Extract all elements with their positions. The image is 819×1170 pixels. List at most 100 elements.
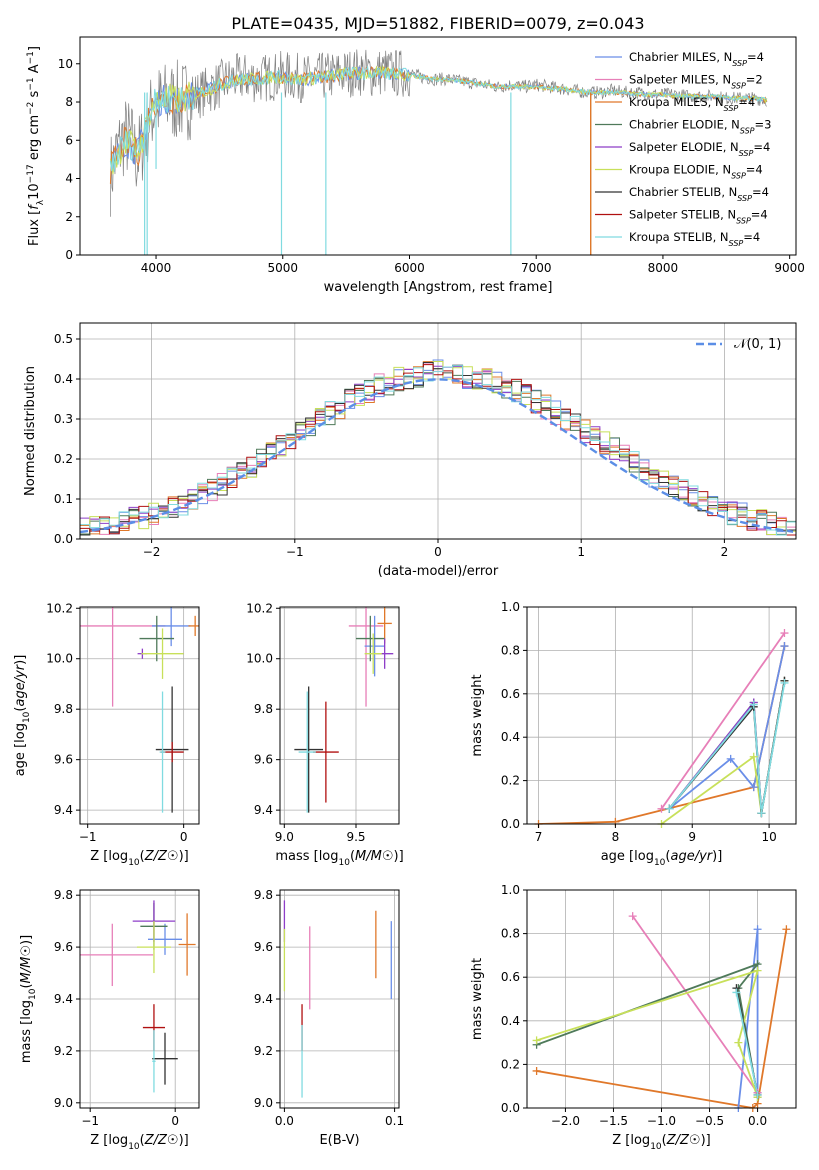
x-tick-label: −2.0: [551, 1114, 580, 1128]
y-tick-label: 9.2: [54, 1044, 73, 1058]
panel-age_vs_mass: 9.0 9.5 9.4 9.6 9.8 10.0 10.2 mass [log10(M/M☉)…: [246, 601, 403, 868]
y-tick-label: 9.8: [254, 888, 273, 902]
legend-entry: Chabrier STELIB, NSSP=4: [629, 185, 769, 203]
x-axis-label: Z [log10(Z/Z☉)]: [90, 1133, 188, 1152]
weight-line: [660, 632, 786, 810]
weight-marker: [749, 700, 758, 709]
weight-marker: [726, 754, 735, 763]
y-tick-label: 9.0: [54, 1096, 73, 1110]
y-tick-label: 4: [65, 172, 73, 186]
x-axis-label: Z [log10(Z/Z☉)]: [90, 849, 188, 868]
y-tick-label: 0.0: [501, 817, 520, 831]
y-tick-label: 0.5: [54, 332, 73, 346]
y-tick-label: 0.6: [501, 970, 520, 984]
plot-area: [80, 607, 199, 813]
legend-entry: Salpeter MILES, NSSP=2: [629, 73, 763, 91]
histogram-line: [80, 364, 796, 536]
y-tick-label: 1.0: [501, 883, 520, 897]
legend-entry: Chabrier MILES, NSSP=4: [629, 50, 764, 68]
y-tick-label: 0.4: [501, 730, 520, 744]
panel-mass_vs_Z: −1 0 9.0 9.2 9.4 9.6 9.8 Z [log10(Z/Z☉)] mass [l…: [19, 888, 200, 1152]
y-tick-label: 9.4: [254, 992, 273, 1006]
y-tick-label: 10.2: [46, 601, 73, 615]
weight-line: [735, 992, 759, 1096]
y-tick-label: 9.2: [254, 1044, 273, 1058]
panel-weight_vs_age: 7 8 9 10 0.0 0.2 0.4 0.6 0.8 1.0 age [log10(age/yr…: [470, 600, 797, 868]
histogram-line: [80, 359, 796, 536]
axes-frame: [79, 606, 200, 825]
x-tick-label: −2: [143, 545, 161, 559]
y-tick-label: 10: [58, 57, 73, 71]
weight-marker: [665, 804, 674, 813]
x-tick-label: 4000: [141, 261, 172, 275]
y-tick-label: 0.8: [501, 927, 520, 941]
y-tick-label: 6: [65, 133, 73, 147]
plot-area: [536, 915, 788, 1108]
normal-curve: [80, 378, 794, 534]
plot-area: [109, 49, 768, 255]
y-tick-label: 0.4: [501, 1014, 520, 1028]
x-tick-label: 2: [721, 545, 729, 559]
weight-marker: [734, 1038, 743, 1047]
y-tick-label: 10.0: [46, 652, 73, 666]
weight-marker: [780, 629, 789, 638]
x-tick-label: 8000: [648, 261, 679, 275]
x-tick-label: 8: [612, 830, 620, 844]
y-tick-label: 0.6: [501, 687, 520, 701]
y-tick-label: 9.8: [254, 702, 273, 716]
y-axis-label: mass weight: [470, 674, 485, 756]
x-tick-label: 7: [535, 830, 543, 844]
model-spectrum-line: [109, 65, 767, 172]
weight-marker: [732, 988, 741, 997]
x-tick-label: 10: [761, 830, 776, 844]
y-tick-label: 0.8: [501, 643, 520, 657]
panel-mass_vs_EBV: 0.0 0.1 9.0 9.2 9.4 9.6 9.8 E(B-V): [254, 888, 404, 1148]
y-tick-label: 9.4: [54, 992, 73, 1006]
x-axis-label: E(B-V): [319, 1133, 359, 1148]
plot-area: [283, 900, 392, 1098]
y-tick-label: 0: [65, 248, 73, 262]
axes-frame: [526, 606, 797, 825]
x-axis-label: age [log10(age/yr)]: [601, 849, 723, 868]
weight-marker: [749, 783, 758, 792]
y-tick-label: 0.1: [54, 492, 73, 506]
y-tick-label: 0.3: [54, 412, 73, 426]
weight-marker: [753, 925, 762, 934]
y-axis-label: Normed distribution: [23, 366, 38, 496]
y-tick-label: 9.8: [54, 888, 73, 902]
y-tick-label: 0.0: [54, 532, 73, 546]
plot-area: [80, 900, 196, 1093]
axes-frame: [279, 606, 400, 825]
y-tick-label: 9.4: [254, 803, 273, 817]
y-tick-label: 0.2: [54, 452, 73, 466]
x-tick-label: 9.0: [275, 830, 294, 844]
legend-entry: Salpeter ELODIE, NSSP=4: [629, 140, 770, 158]
y-tick-label: 9.6: [54, 940, 73, 954]
x-tick-label: 0: [171, 1114, 179, 1128]
weight-marker: [628, 912, 637, 921]
y-tick-label: 10.0: [246, 652, 273, 666]
y-tick-label: 9.4: [54, 803, 73, 817]
x-axis-label: Z [log10(Z/Z☉)]: [612, 1133, 710, 1152]
y-axis-label: age [log10(age/yr)]: [13, 655, 32, 777]
x-tick-label: −1.0: [647, 1114, 676, 1128]
axes-frame: [79, 36, 797, 256]
x-tick-label: 0: [434, 545, 442, 559]
x-tick-label: −1: [286, 545, 304, 559]
x-tick-label: 0.1: [385, 1114, 404, 1128]
y-axis-label: mass weight: [470, 958, 485, 1040]
x-tick-label: 1: [577, 545, 585, 559]
y-tick-label: 0.2: [501, 1057, 520, 1071]
weight-marker: [757, 809, 766, 818]
y-tick-label: 0.0: [501, 1101, 520, 1115]
plot-area: [294, 607, 394, 813]
y-tick-label: 2: [65, 210, 73, 224]
weight-line: [668, 682, 786, 814]
plot-area: [538, 632, 786, 824]
y-tick-label: 0.2: [501, 774, 520, 788]
panel-weight_vs_Z: −2.0 −1.5 −1.0 −0.5 0.0 0.0 0.2 0.4 0.6 0.8 1.0 Z […: [470, 883, 797, 1152]
weight-marker: [532, 1036, 541, 1045]
x-axis-label: (data-model)/error: [378, 564, 499, 579]
x-tick-label: 0: [180, 830, 188, 844]
